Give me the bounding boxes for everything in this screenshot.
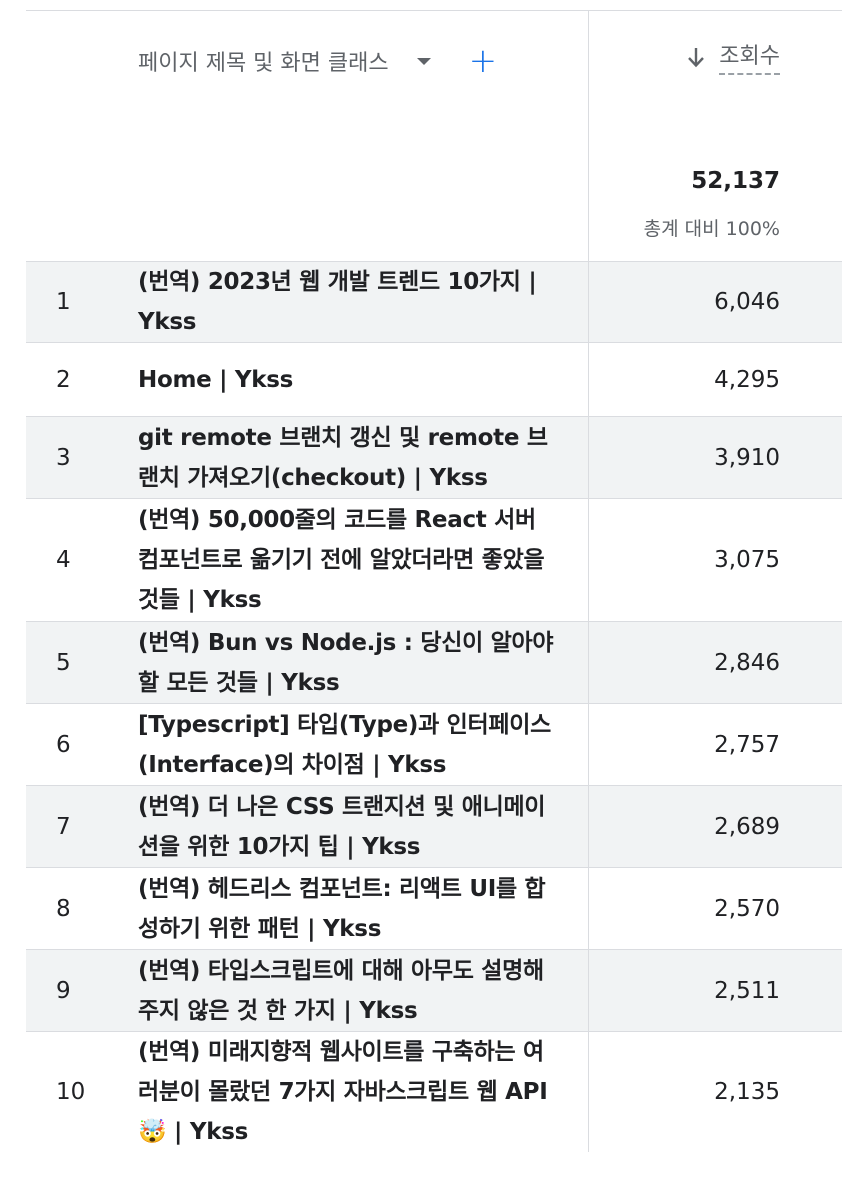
row-view-count: 4,295 xyxy=(714,366,780,393)
metric-label: 조회수 xyxy=(719,38,780,75)
total-percent-label: 총계 대비 100% xyxy=(643,218,780,240)
row-rank: 9 xyxy=(56,977,71,1004)
row-rank: 7 xyxy=(56,813,71,840)
table-row[interactable]: 6 [Typescript] 타입(Type)과 인터페이스(Interface)… xyxy=(26,703,842,785)
row-view-count: 2,135 xyxy=(714,1079,780,1105)
row-view-count: 2,511 xyxy=(714,977,780,1004)
row-page-title[interactable]: Home | Ykss xyxy=(138,366,294,393)
row-rank: 10 xyxy=(56,1079,86,1105)
arrow-down-icon xyxy=(687,46,705,68)
row-view-count: 2,846 xyxy=(714,649,780,676)
plus-icon[interactable]: + xyxy=(468,41,498,81)
row-page-title[interactable]: git remote 브랜치 갱신 및 remote 브랜치 가져오기(chec… xyxy=(138,424,548,491)
row-view-count: 2,689 xyxy=(714,813,780,840)
row-rank: 4 xyxy=(56,547,71,573)
row-page-title[interactable]: (번역) 더 나은 CSS 트랜지션 및 애니메이션을 위한 10가지 팁 | … xyxy=(138,793,546,860)
table-row[interactable]: 3 git remote 브랜치 갱신 및 remote 브랜치 가져오기(che… xyxy=(26,416,842,498)
row-view-count: 6,046 xyxy=(714,289,780,315)
row-view-count: 3,910 xyxy=(714,444,780,471)
table-top-border xyxy=(26,10,842,11)
row-rank: 8 xyxy=(56,895,71,922)
table-row[interactable]: 9 (번역) 타입스크립트에 대해 아무도 설명해주지 않은 것 한 가지 | Y… xyxy=(26,949,842,1031)
table-row[interactable]: 8 (번역) 헤드리스 컴포넌트: 리액트 UI를 합성하기 위한 패턴 | Yk… xyxy=(26,867,842,949)
row-rank: 1 xyxy=(56,289,71,315)
row-page-title[interactable]: (번역) Bun vs Node.js : 당신이 알아야 할 모든 것들 | … xyxy=(138,629,554,696)
row-rank: 6 xyxy=(56,731,71,758)
dimension-label: 페이지 제목 및 화면 클래스 xyxy=(138,51,389,76)
row-view-count: 2,757 xyxy=(714,731,780,758)
row-page-title[interactable]: (번역) 헤드리스 컴포넌트: 리액트 UI를 합성하기 위한 패턴 | Yks… xyxy=(138,875,546,942)
table-row[interactable]: 10 (번역) 미래지향적 웹사이트를 구축하는 여러분이 몰랐던 7가지 자바스… xyxy=(26,1031,842,1152)
table-row[interactable]: 7 (번역) 더 나은 CSS 트랜지션 및 애니메이션을 위한 10가지 팁 |… xyxy=(26,785,842,867)
row-rank: 5 xyxy=(56,649,71,676)
table-row[interactable]: 2 Home | Ykss 4,295 xyxy=(26,342,842,416)
table-row[interactable]: 1 (번역) 2023년 웹 개발 트렌드 10가지 | Ykss 6,046 xyxy=(26,261,842,342)
table-row[interactable]: 5 (번역) Bun vs Node.js : 당신이 알아야 할 모든 것들 |… xyxy=(26,621,842,703)
row-page-title[interactable]: [Typescript] 타입(Type)과 인터페이스(Interface)의… xyxy=(138,711,551,778)
row-page-title[interactable]: (번역) 타입스크립트에 대해 아무도 설명해주지 않은 것 한 가지 | Yk… xyxy=(138,957,544,1024)
total-value: 52,137 xyxy=(691,168,780,194)
row-view-count: 3,075 xyxy=(714,547,780,573)
row-view-count: 2,570 xyxy=(714,895,780,922)
dimension-column-header: 페이지 제목 및 화면 클래스 + xyxy=(138,44,497,78)
table-row[interactable]: 4 (번역) 50,000줄의 코드를 React 서버 컴포넌트로 옮기기 전에… xyxy=(26,498,842,621)
row-page-title[interactable]: (번역) 미래지향적 웹사이트를 구축하는 여러분이 몰랐던 7가지 자바스크립… xyxy=(138,1039,548,1145)
caret-down-icon[interactable] xyxy=(416,57,431,65)
metric-column-header[interactable]: 조회수 xyxy=(687,38,780,75)
row-rank: 2 xyxy=(56,366,71,393)
row-page-title[interactable]: (번역) 2023년 웹 개발 트렌드 10가지 | Ykss xyxy=(138,269,537,335)
column-divider xyxy=(588,10,589,1152)
row-rank: 3 xyxy=(56,444,71,471)
row-page-title[interactable]: (번역) 50,000줄의 코드를 React 서버 컴포넌트로 옮기기 전에 … xyxy=(138,507,545,613)
